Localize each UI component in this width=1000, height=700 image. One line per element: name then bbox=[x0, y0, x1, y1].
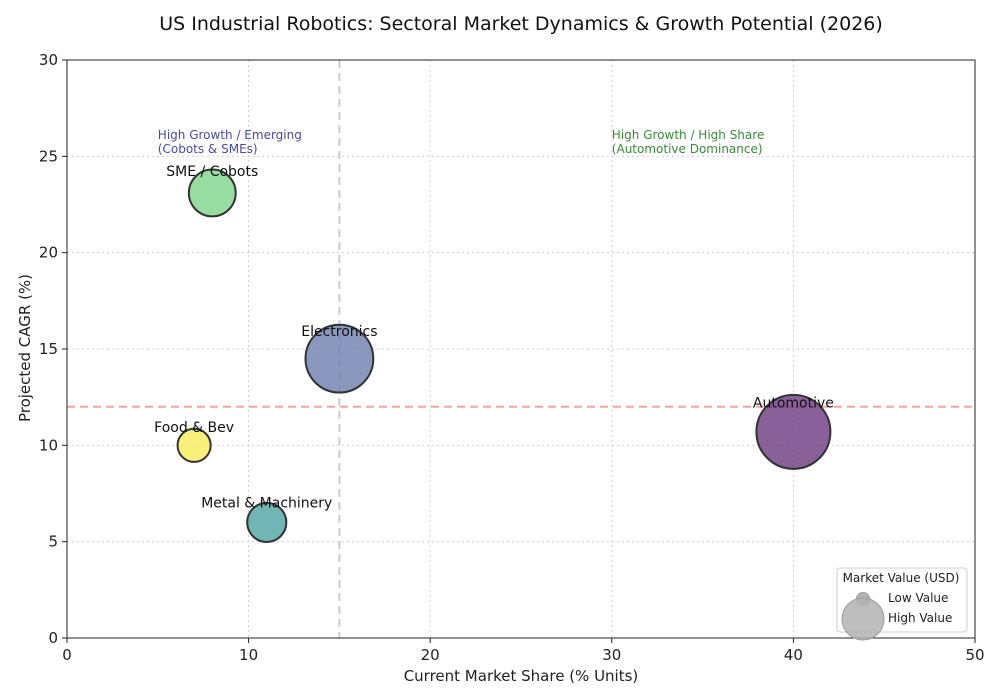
bubbles bbox=[176, 168, 832, 543]
bubble-label-sme-cobots: SME / Cobots bbox=[166, 164, 258, 180]
x-tick-label: 20 bbox=[421, 646, 440, 664]
x-tick-label: 0 bbox=[62, 646, 72, 664]
bubble-food-bev bbox=[176, 427, 212, 463]
y-axis-label: Projected CAGR (%) bbox=[16, 274, 34, 422]
y-tick-label: 10 bbox=[39, 436, 58, 454]
x-tick-label: 50 bbox=[965, 646, 984, 664]
quadrant-annotation-line: (Automotive Dominance) bbox=[612, 142, 763, 156]
legend-entry-low: Low Value bbox=[888, 591, 948, 605]
y-tick-label: 15 bbox=[39, 340, 58, 358]
y-tick-label: 5 bbox=[48, 533, 58, 551]
quadrant-annotations: High Growth / Emerging(Cobots & SMEs) Hig… bbox=[158, 128, 765, 156]
legend-marker-high bbox=[841, 597, 885, 641]
quadrant-annotation-line: High Growth / Emerging bbox=[158, 128, 302, 142]
quadrant-annotation-line: High Growth / High Share bbox=[612, 128, 765, 142]
y-axis-ticks: 0 5 10 15 20 25 30 bbox=[39, 51, 67, 647]
bubble-label-automotive: Automotive bbox=[753, 395, 834, 411]
bubble-label-food-bev: Food & Bev bbox=[154, 420, 234, 436]
bubble-automotive bbox=[755, 393, 832, 470]
legend-entry-high: High Value bbox=[888, 611, 952, 625]
bubble-electronics bbox=[304, 323, 375, 394]
bubble-labels: Automotive Electronics SME / Cobots Metal &… bbox=[154, 164, 834, 512]
legend: Market Value (USD) Low Value High Value bbox=[836, 567, 968, 641]
x-axis-label: Current Market Share (% Units) bbox=[404, 667, 639, 685]
y-tick-label: 0 bbox=[48, 629, 58, 647]
y-tick-label: 30 bbox=[39, 51, 58, 69]
bubble-label-electronics: Electronics bbox=[301, 324, 377, 340]
x-tick-label: 40 bbox=[784, 646, 803, 664]
x-axis-ticks: 0 10 20 30 40 50 bbox=[62, 638, 985, 664]
legend-title: Market Value (USD) bbox=[843, 571, 960, 585]
chart-title: US Industrial Robotics: Sectoral Market … bbox=[159, 13, 883, 35]
bubble-metal-machinery bbox=[246, 501, 288, 543]
quadrant-annotation-line: (Cobots & SMEs) bbox=[158, 142, 258, 156]
bubble-sme-cobots bbox=[187, 168, 237, 218]
y-tick-label: 20 bbox=[39, 244, 58, 262]
bubble-label-metal-machinery: Metal & Machinery bbox=[201, 496, 332, 512]
x-tick-label: 30 bbox=[602, 646, 621, 664]
x-tick-label: 10 bbox=[239, 646, 258, 664]
y-tick-label: 25 bbox=[39, 147, 58, 165]
